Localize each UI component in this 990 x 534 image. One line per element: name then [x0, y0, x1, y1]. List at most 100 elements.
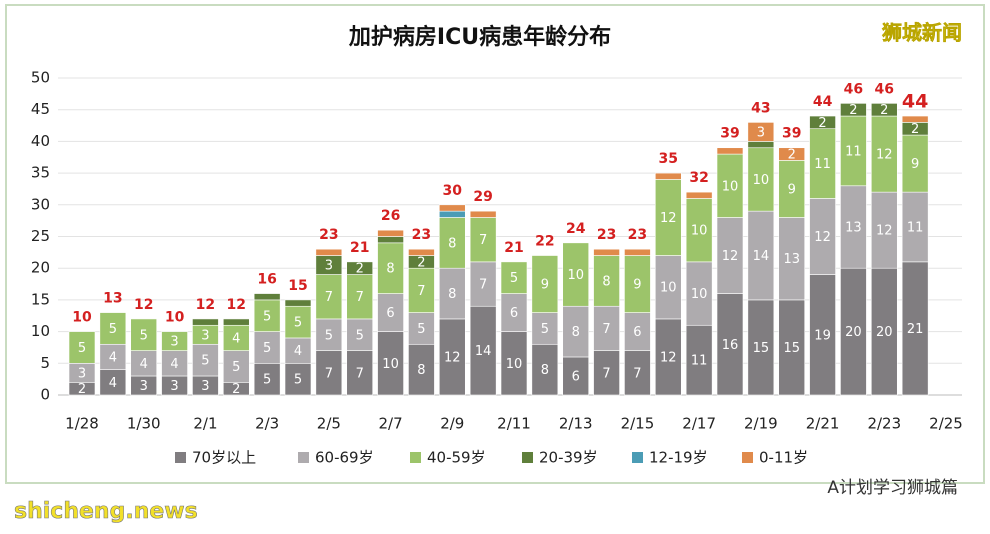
data-label: 12 [814, 230, 831, 245]
data-label: 5 [201, 354, 209, 369]
legend-swatch [298, 452, 309, 463]
data-label: 12 [660, 211, 677, 226]
bar-segment [346, 274, 374, 320]
bar-segment [99, 312, 127, 345]
data-label: 11 [691, 354, 708, 369]
total-label: 12 [134, 297, 153, 313]
legend-swatch [632, 452, 643, 463]
x-tick-label: 2/19 [744, 415, 778, 433]
bar-segment [377, 242, 404, 294]
total-label: 21 [504, 240, 523, 256]
data-label: 3 [170, 379, 178, 394]
bar-segment [469, 217, 497, 263]
data-label: 5 [263, 309, 271, 324]
bar-segment [315, 248, 343, 256]
x-tick-label: 2/1 [193, 415, 217, 433]
data-label: 16 [722, 338, 739, 353]
total-label: 23 [412, 227, 431, 243]
bar-segment [870, 267, 898, 396]
bar-segment [284, 305, 312, 339]
data-label: 3 [170, 335, 178, 350]
total-label: 30 [443, 183, 463, 199]
data-label: 15 [753, 341, 770, 356]
x-tick-label: 1/30 [127, 415, 161, 433]
bar-segment [377, 236, 404, 244]
data-label: 7 [602, 366, 610, 381]
total-label: 43 [751, 100, 770, 116]
bar-segment [593, 255, 620, 307]
total-label: 39 [720, 126, 739, 142]
bar-segment [593, 248, 620, 256]
data-label: 5 [417, 322, 425, 337]
data-label: 3 [78, 366, 86, 381]
y-tick-label: 25 [31, 227, 50, 245]
bar-segment [408, 312, 435, 345]
bar-segment [624, 248, 651, 256]
bar-segment [901, 261, 929, 396]
data-label: 8 [448, 287, 456, 302]
data-label: 15 [783, 341, 800, 356]
data-label: 12 [660, 350, 677, 365]
bar-segment [809, 115, 836, 130]
bar-segment [192, 318, 219, 326]
total-label: 23 [628, 227, 647, 243]
bar-segment [438, 210, 466, 218]
bar-segment [377, 293, 404, 332]
bar-segment [716, 217, 744, 294]
bar-segment [315, 318, 343, 351]
total-label: 32 [689, 170, 708, 186]
data-label: 10 [660, 281, 677, 296]
data-label: 12 [444, 350, 461, 365]
bar-segment [716, 293, 744, 396]
data-label: 11 [814, 157, 831, 172]
data-label: 9 [788, 182, 796, 197]
bar-segment [562, 242, 590, 307]
bar-segment [377, 229, 404, 237]
bar-segment [840, 103, 867, 117]
legend-label: 70岁以上 [192, 449, 256, 467]
data-label: 3 [325, 259, 333, 274]
bar-segment [284, 337, 312, 364]
data-label: 5 [263, 341, 271, 356]
bar-segment [624, 255, 651, 313]
data-label: 3 [140, 379, 148, 394]
total-label: 29 [473, 189, 492, 205]
data-label: 7 [633, 366, 641, 381]
legend-label: 12-19岁 [649, 449, 708, 467]
bar-segment [408, 267, 435, 313]
data-label: 5 [109, 322, 117, 337]
total-label: 46 [844, 81, 863, 97]
bar-segment [778, 299, 806, 396]
data-label: 2 [417, 255, 425, 270]
data-label: 9 [633, 278, 641, 293]
total-label: 44 [902, 91, 928, 113]
bar-segment [161, 331, 188, 351]
bar-segment [469, 261, 497, 307]
bar-segment [562, 356, 590, 396]
bar-segment [778, 217, 806, 301]
x-tick-label: 2/3 [255, 415, 279, 433]
data-label: 13 [845, 220, 862, 235]
data-label: 9 [911, 157, 919, 172]
bar-segment [377, 331, 404, 396]
data-label: 5 [325, 328, 333, 343]
data-label: 8 [386, 262, 394, 277]
x-tick-label: 2/15 [621, 415, 655, 433]
bar-segment [654, 172, 682, 180]
data-label: 14 [475, 344, 492, 359]
bar-segment [68, 331, 96, 364]
bar-segment [778, 160, 806, 218]
data-label: 7 [479, 278, 487, 293]
data-label: 2 [788, 148, 796, 163]
total-label: 12 [227, 297, 246, 313]
total-label: 44 [813, 94, 833, 110]
bar-segment [161, 350, 188, 377]
data-label: 12 [876, 224, 893, 239]
data-label: 6 [572, 369, 580, 384]
total-label: 39 [782, 126, 801, 142]
data-label: 4 [109, 376, 117, 391]
bar-segment [222, 350, 250, 383]
x-tick-label: 2/25 [929, 415, 963, 433]
data-label: 7 [325, 366, 333, 381]
data-label: 4 [170, 357, 178, 372]
